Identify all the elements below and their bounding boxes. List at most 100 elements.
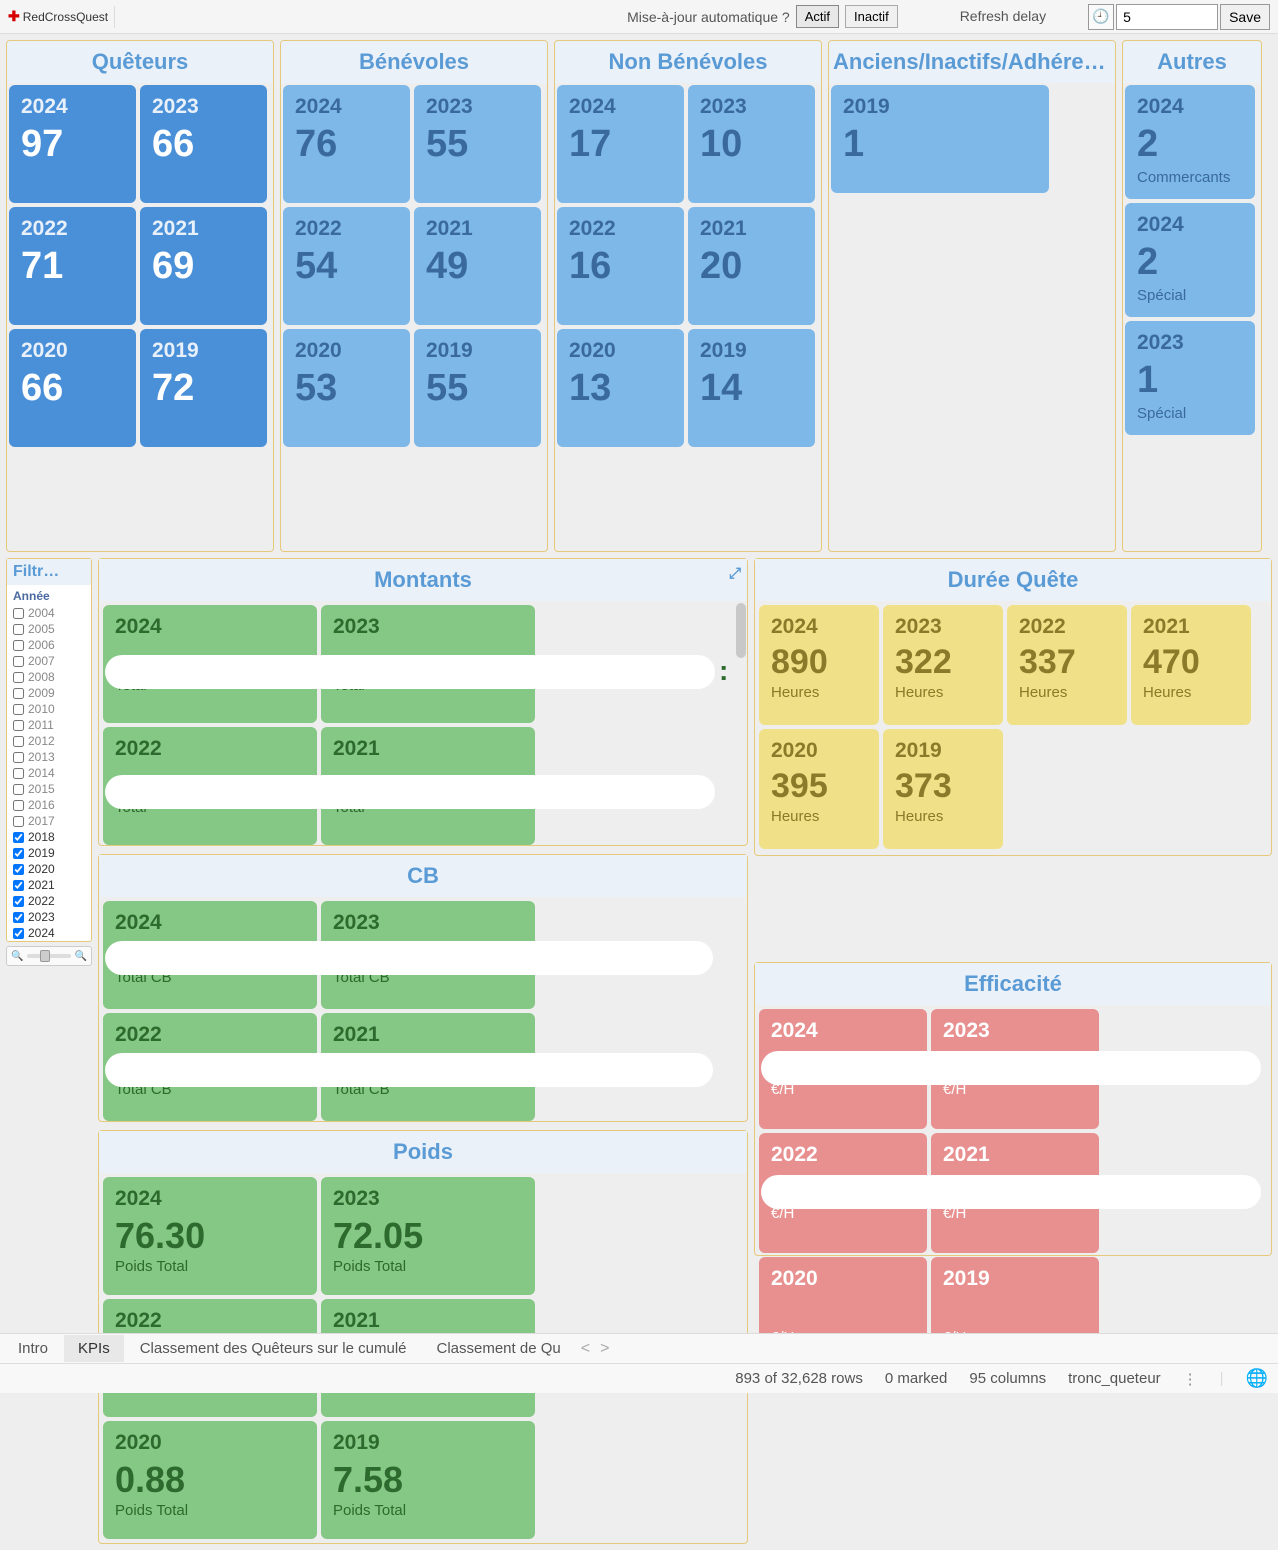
tab-kpis[interactable]: KPIs <box>64 1335 124 1362</box>
filter-year-2008[interactable]: 2008 <box>7 669 91 685</box>
filter-year-2016[interactable]: 2016 <box>7 797 91 813</box>
zoom-thumb[interactable] <box>40 950 50 962</box>
filter-year-2004[interactable]: 2004 <box>7 605 91 621</box>
year-checkbox[interactable] <box>13 640 24 651</box>
toggle-actif[interactable]: Actif <box>796 5 839 28</box>
kpi-tile[interactable]: 202013 <box>557 329 684 447</box>
kpi-tile[interactable]: 201914 <box>688 329 815 447</box>
filter-year-2006[interactable]: 2006 <box>7 637 91 653</box>
kpi-tile[interactable]: 201955 <box>414 329 541 447</box>
filter-year-2019[interactable]: 2019 <box>7 845 91 861</box>
filter-year-2018[interactable]: 2018 <box>7 829 91 845</box>
filter-year-2017[interactable]: 2017 <box>7 813 91 829</box>
filter-year-2021[interactable]: 2021 <box>7 877 91 893</box>
toggle-inactif[interactable]: Inactif <box>845 5 898 28</box>
kpi-tile[interactable]: 202271 <box>9 207 136 325</box>
kpi-tile[interactable]: 202169 <box>140 207 267 325</box>
year-checkbox[interactable] <box>13 752 24 763</box>
tab-classement-cumule[interactable]: Classement des Quêteurs sur le cumulé <box>126 1335 421 1362</box>
tile-year: 2022 <box>295 217 398 241</box>
kpi-tile[interactable]: 202355 <box>414 85 541 203</box>
year-checkbox[interactable] <box>13 704 24 715</box>
kpi-tile[interactable]: 2024890Heures <box>759 605 879 725</box>
filter-year-2007[interactable]: 2007 <box>7 653 91 669</box>
filter-year-2014[interactable]: 2014 <box>7 765 91 781</box>
tab-scroll-left-icon[interactable]: < <box>577 1340 594 1358</box>
year-checkbox[interactable] <box>13 816 24 827</box>
kpi-tile[interactable]: 20231Spécial <box>1125 321 1255 435</box>
hidden-value <box>943 1291 1087 1327</box>
kpi-tile[interactable]: 202120 <box>688 207 815 325</box>
kpi-tile[interactable]: 202216 <box>557 207 684 325</box>
filter-year-2023[interactable]: 2023 <box>7 909 91 925</box>
year-checkbox[interactable] <box>13 864 24 875</box>
year-checkbox[interactable] <box>13 768 24 779</box>
kpi-tile[interactable]: 202372.05Poids Total <box>321 1177 535 1295</box>
zoom-out-icon[interactable]: 🔍 <box>11 951 23 962</box>
tile-year: 2021 <box>333 1023 523 1047</box>
year-checkbox[interactable] <box>13 720 24 731</box>
tile-year: 2024 <box>1137 213 1243 237</box>
kpi-tile[interactable]: 202476.30Poids Total <box>103 1177 317 1295</box>
kpi-tile[interactable]: 202417 <box>557 85 684 203</box>
expand-icon[interactable]: ⤢ <box>729 565 741 582</box>
year-checkbox[interactable] <box>13 880 24 891</box>
zoom-in-icon[interactable]: 🔍 <box>75 951 87 962</box>
refresh-delay-input[interactable] <box>1116 4 1218 30</box>
kpi-tile[interactable]: 2019373Heures <box>883 729 1003 849</box>
kpi-tile[interactable]: 202366 <box>140 85 267 203</box>
kpi-tile[interactable]: 20242Spécial <box>1125 203 1255 317</box>
year-checkbox[interactable] <box>13 624 24 635</box>
year-checkbox[interactable] <box>13 784 24 795</box>
kpi-tile[interactable]: 202066 <box>9 329 136 447</box>
filter-year-2015[interactable]: 2015 <box>7 781 91 797</box>
filter-year-2009[interactable]: 2009 <box>7 685 91 701</box>
tile-year: 2022 <box>115 737 305 761</box>
year-checkbox[interactable] <box>13 672 24 683</box>
kpi-tile[interactable]: 2023322Heures <box>883 605 1003 725</box>
kpi-tile[interactable]: 20200.88Poids Total <box>103 1421 317 1539</box>
scrollbar[interactable] <box>736 603 746 658</box>
save-button[interactable]: Save <box>1220 4 1270 30</box>
filter-year-2013[interactable]: 2013 <box>7 749 91 765</box>
tab-intro[interactable]: Intro <box>4 1335 62 1362</box>
year-checkbox[interactable] <box>13 832 24 843</box>
year-checkbox[interactable] <box>13 688 24 699</box>
more-icon[interactable]: ⋮ <box>1183 1370 1198 1388</box>
kpi-tile[interactable]: 202476 <box>283 85 410 203</box>
year-checkbox[interactable] <box>13 896 24 907</box>
year-checkbox[interactable] <box>13 656 24 667</box>
year-label: 2018 <box>28 830 55 844</box>
filter-year-2005[interactable]: 2005 <box>7 621 91 637</box>
kpi-tile[interactable]: 20191 <box>831 85 1049 193</box>
kpi-tile[interactable]: 202149 <box>414 207 541 325</box>
filter-year-2011[interactable]: 2011 <box>7 717 91 733</box>
filter-year-2024[interactable]: 2024 <box>7 925 91 941</box>
kpi-tile[interactable]: 20242Commercants <box>1125 85 1255 199</box>
tab-scroll-right-icon[interactable]: > <box>596 1340 613 1358</box>
filter-year-2022[interactable]: 2022 <box>7 893 91 909</box>
kpi-tile[interactable]: 2022337Heures <box>1007 605 1127 725</box>
kpi-tile[interactable]: 202254 <box>283 207 410 325</box>
filter-year-2020[interactable]: 2020 <box>7 861 91 877</box>
tile-value: 20 <box>700 245 803 289</box>
filter-year-2010[interactable]: 2010 <box>7 701 91 717</box>
globe-icon[interactable]: 🌐 <box>1246 1368 1268 1389</box>
zoom-control[interactable]: 🔍 🔍 <box>6 946 92 966</box>
year-checkbox[interactable] <box>13 736 24 747</box>
year-checkbox[interactable] <box>13 912 24 923</box>
kpi-tile[interactable]: 2020395Heures <box>759 729 879 849</box>
kpi-tile[interactable]: 201972 <box>140 329 267 447</box>
kpi-tile[interactable]: 2021470Heures <box>1131 605 1251 725</box>
panel-header: Anciens/Inactifs/Adhérent… <box>829 41 1115 83</box>
kpi-tile[interactable]: 20197.58Poids Total <box>321 1421 535 1539</box>
year-checkbox[interactable] <box>13 608 24 619</box>
filter-year-2012[interactable]: 2012 <box>7 733 91 749</box>
year-checkbox[interactable] <box>13 928 24 939</box>
year-checkbox[interactable] <box>13 800 24 811</box>
kpi-tile[interactable]: 202310 <box>688 85 815 203</box>
year-checkbox[interactable] <box>13 848 24 859</box>
tab-classement-q[interactable]: Classement de Qu <box>423 1335 575 1362</box>
kpi-tile[interactable]: 202497 <box>9 85 136 203</box>
kpi-tile[interactable]: 202053 <box>283 329 410 447</box>
